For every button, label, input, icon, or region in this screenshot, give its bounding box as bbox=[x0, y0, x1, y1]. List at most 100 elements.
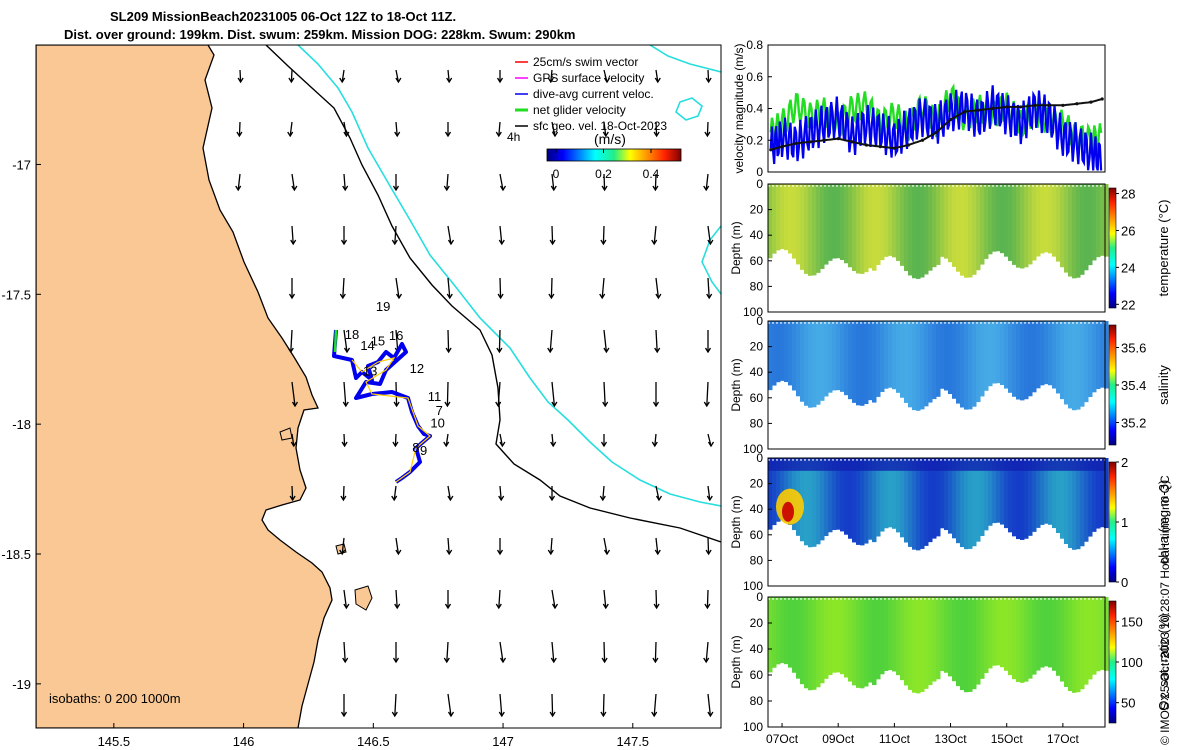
sfc-geo-point bbox=[892, 146, 896, 150]
heatmap-column bbox=[1028, 597, 1033, 679]
geo-velocity-arrowhead bbox=[550, 185, 557, 192]
heatmap-column bbox=[900, 458, 905, 538]
ytick-label: 80 bbox=[750, 279, 764, 293]
lat-tick-label: -19 bbox=[12, 677, 31, 692]
geo-velocity-arrowhead bbox=[392, 441, 399, 448]
geo-velocity-arrowhead bbox=[445, 347, 452, 354]
geo-velocity-vector bbox=[603, 173, 606, 191]
geo-velocity-arrowhead bbox=[600, 711, 607, 718]
heatmap-column bbox=[1008, 597, 1013, 676]
ytick-label: 80 bbox=[750, 416, 764, 430]
heatmap-column bbox=[788, 597, 793, 668]
sfc-geo-point bbox=[934, 130, 939, 134]
heatmap-column bbox=[868, 597, 873, 683]
cbar-tick-label: 26 bbox=[1121, 223, 1135, 238]
lon-tick-label: 146 bbox=[233, 734, 255, 749]
heatmap-column bbox=[796, 321, 801, 397]
heatmap-column bbox=[1104, 321, 1109, 389]
geo-velocity-vector bbox=[290, 69, 293, 83]
heatmap-column bbox=[1084, 184, 1089, 271]
geo-velocity-arrowhead bbox=[291, 185, 298, 192]
heatmap-column bbox=[932, 597, 937, 682]
xtick-label: 13Oct bbox=[935, 732, 968, 746]
heatmap-column bbox=[912, 321, 917, 411]
heatmap-column bbox=[1004, 321, 1009, 389]
heatmap-column bbox=[844, 597, 849, 678]
heatmap-column bbox=[992, 458, 997, 524]
day-label: 13 bbox=[363, 363, 377, 378]
heatmap-column bbox=[944, 458, 949, 531]
heatmap-column bbox=[1064, 184, 1069, 273]
cbar-tick-label: 22 bbox=[1121, 297, 1135, 312]
sfc-geo-point bbox=[878, 145, 882, 149]
geo-velocity-arrowhead bbox=[499, 657, 507, 664]
heatmap-column bbox=[1084, 597, 1089, 685]
heatmap-column bbox=[1088, 458, 1093, 537]
heatmap-frame bbox=[767, 457, 1106, 587]
geo-velocity-vector bbox=[655, 589, 658, 609]
heatmap-column bbox=[1020, 321, 1025, 401]
panel-colorbar bbox=[1108, 461, 1117, 583]
heatmap-column bbox=[1032, 458, 1037, 532]
heatmap-column bbox=[816, 321, 821, 405]
heatmap-column bbox=[848, 597, 853, 682]
heatmap-column bbox=[824, 458, 829, 537]
ytick-label: 0.8 bbox=[746, 38, 763, 52]
geo-velocity-vector bbox=[550, 277, 553, 299]
heatmap-column bbox=[920, 458, 925, 549]
cbar-tick-label: 35.4 bbox=[1121, 378, 1146, 393]
ytick-label: 80 bbox=[750, 553, 764, 567]
heatmap-column bbox=[772, 184, 777, 254]
heatmap-column bbox=[1100, 321, 1105, 388]
credit-text: © IMOS 25-Oct-2023 10:28:07 Hobart time.… bbox=[1158, 475, 1172, 745]
geo-velocity-vector bbox=[551, 173, 555, 191]
geo-velocity-vector bbox=[289, 121, 293, 137]
geo-velocity-arrowhead bbox=[651, 441, 658, 448]
heatmap-column bbox=[900, 597, 905, 681]
heatmap-column bbox=[800, 184, 805, 270]
heatmap-column bbox=[784, 597, 789, 665]
geo-velocity-arrowhead bbox=[603, 549, 611, 556]
geo-velocity-arrowhead bbox=[549, 239, 556, 246]
heatmap-column bbox=[804, 321, 809, 406]
geo-velocity-arrowhead bbox=[707, 441, 715, 448]
sfc-geo-point bbox=[1075, 102, 1079, 106]
heatmap-column bbox=[840, 321, 845, 392]
heatmap-column bbox=[880, 458, 885, 532]
isobath-1000m bbox=[701, 225, 721, 295]
heatmap-column bbox=[1012, 184, 1017, 265]
ytick-label: 100 bbox=[743, 305, 763, 319]
cbar-tick-label: 24 bbox=[1121, 260, 1135, 275]
heatmap-column bbox=[896, 184, 901, 261]
geo-velocity-arrowhead bbox=[339, 293, 346, 300]
day-label: 11 bbox=[428, 389, 442, 404]
heatmap-column bbox=[808, 321, 813, 408]
geo-velocity-vector bbox=[499, 173, 504, 191]
heatmap-column bbox=[1096, 458, 1101, 529]
geo-velocity-arrowhead bbox=[287, 131, 294, 138]
geo-velocity-arrowhead bbox=[655, 495, 663, 502]
geo-velocity-arrowhead bbox=[443, 657, 450, 664]
ytick-label: 40 bbox=[750, 642, 764, 656]
heatmap-frame bbox=[767, 596, 1106, 728]
heatmap-column bbox=[1104, 458, 1109, 529]
heatmap-column bbox=[960, 458, 965, 548]
depth-ylabel: Depth (m) bbox=[729, 635, 743, 688]
geo-velocity-arrowhead bbox=[236, 131, 243, 138]
heatmap-column bbox=[988, 184, 993, 255]
heatmap-column bbox=[888, 458, 893, 528]
geo-velocity-vector bbox=[446, 173, 449, 191]
geo-velocity-vector bbox=[603, 121, 607, 137]
geo-velocity-arrowhead bbox=[341, 441, 348, 448]
geo-velocity-arrowhead bbox=[343, 131, 350, 138]
geo-velocity-vector bbox=[653, 225, 657, 245]
heatmap-column bbox=[944, 321, 949, 391]
heatmap-column bbox=[1080, 184, 1085, 275]
geo-velocity-arrowhead bbox=[497, 293, 504, 300]
geo-velocity-vector bbox=[602, 485, 605, 501]
sfc-geo-point bbox=[1061, 103, 1065, 107]
heatmap-column bbox=[1060, 184, 1065, 268]
ytick-label: 80 bbox=[750, 694, 764, 708]
geo-velocity-vector bbox=[343, 433, 346, 447]
heatmap-column bbox=[872, 321, 877, 403]
